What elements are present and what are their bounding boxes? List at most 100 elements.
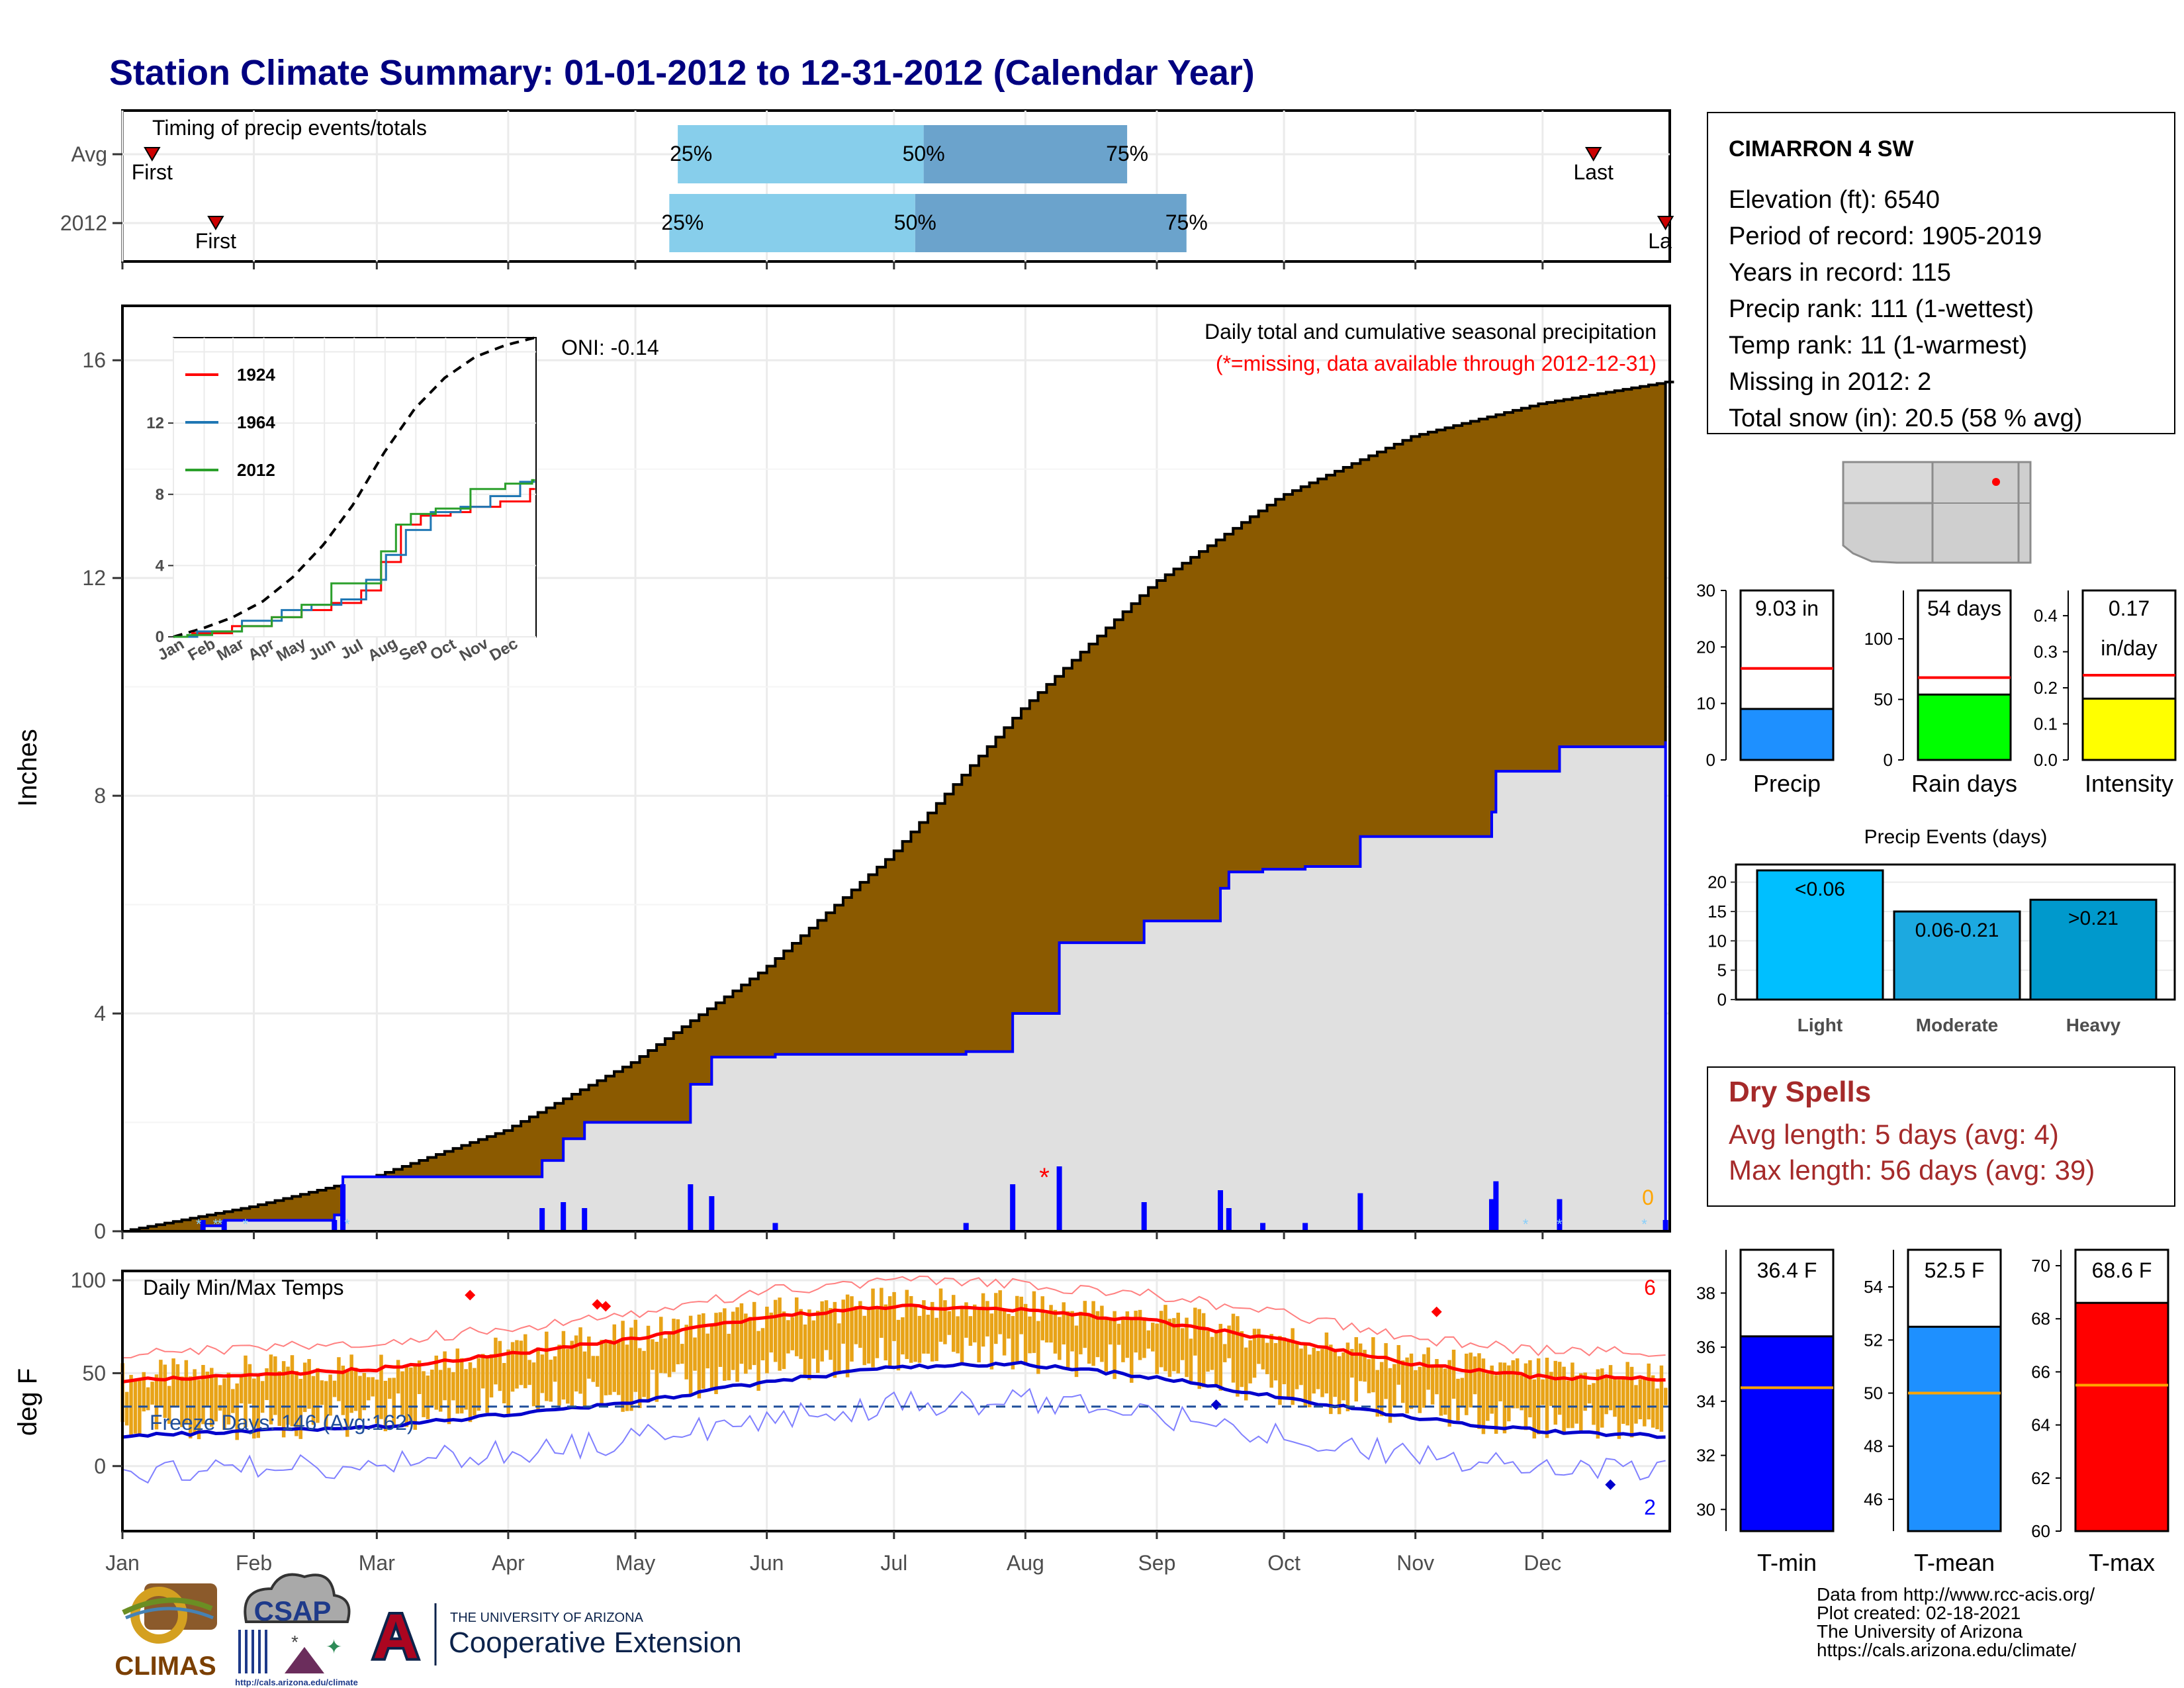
daily-temp-bar bbox=[973, 1304, 977, 1342]
avg-max-line bbox=[122, 1303, 1666, 1383]
daily-temp-bar bbox=[612, 1324, 617, 1392]
timing-row: 25% 50% 75% First Last Avg bbox=[71, 125, 1614, 184]
daily-temp-bar bbox=[1299, 1348, 1303, 1385]
daily-temp-bar bbox=[1134, 1311, 1138, 1353]
daily-temp-bar bbox=[702, 1313, 705, 1389]
daily-precip-bar bbox=[772, 1223, 778, 1231]
credits: Data from http://www.rcc-acis.org/ Plot … bbox=[1817, 1584, 2095, 1660]
daily-temp-bar bbox=[341, 1366, 345, 1415]
temp-summary-ytick-label: 30 bbox=[1696, 1499, 1715, 1519]
daily-temp-bar bbox=[197, 1380, 201, 1440]
daily-temp-bar bbox=[167, 1385, 171, 1424]
daily-temp-bar bbox=[735, 1307, 739, 1382]
daily-temp-bar bbox=[180, 1376, 184, 1427]
daily-temp-bar bbox=[404, 1366, 409, 1427]
daily-temp-bar bbox=[829, 1307, 833, 1360]
last-event-marker bbox=[1657, 216, 1674, 230]
daily-temp-bar bbox=[1324, 1332, 1329, 1394]
daily-precip-bar bbox=[539, 1208, 545, 1231]
daily-precip-bar bbox=[1056, 1166, 1062, 1231]
daily-temp-bar bbox=[214, 1376, 218, 1422]
climas-logo: CLIMAS bbox=[114, 1583, 217, 1681]
daily-temp-bar bbox=[964, 1302, 968, 1338]
daily-temp-bar bbox=[582, 1351, 587, 1408]
daily-temp-bar bbox=[1629, 1366, 1634, 1438]
daily-temp-bar bbox=[536, 1347, 540, 1410]
daily-temp-bar bbox=[527, 1360, 531, 1385]
daily-temp-bar bbox=[820, 1301, 824, 1362]
missing-marker: * bbox=[1039, 1163, 1050, 1192]
daily-temp-bar bbox=[709, 1325, 714, 1389]
precip-events-title: Precip Events (days) bbox=[1864, 826, 2048, 848]
daily-temp-bar bbox=[124, 1391, 129, 1426]
record-low-marker bbox=[1605, 1479, 1616, 1490]
last-event-label: Last bbox=[1573, 160, 1614, 184]
month-axis-label: Jan bbox=[105, 1551, 140, 1575]
timing-p50-label: 50% bbox=[894, 211, 936, 234]
station-info-line: Temp rank: 11 (1-warmest) bbox=[1729, 332, 2027, 359]
csap-wordmark: CSAP bbox=[254, 1595, 332, 1626]
daily-temp-bar bbox=[1227, 1325, 1231, 1358]
daily-temp-bar bbox=[604, 1340, 608, 1395]
temp-summary-ytick-label: 62 bbox=[2031, 1468, 2050, 1488]
daily-precip-bar bbox=[1218, 1190, 1224, 1231]
daily-temp-bar bbox=[1036, 1321, 1040, 1374]
daily-temp-bar bbox=[1040, 1296, 1044, 1340]
daily-temp-bar bbox=[1392, 1364, 1396, 1407]
daily-temp-bar bbox=[625, 1344, 629, 1411]
temp-summary-ytick-label: 64 bbox=[2031, 1415, 2050, 1435]
daily-temp-bar bbox=[1617, 1380, 1621, 1439]
station-info-line: Elevation (ft): 6540 bbox=[1729, 186, 1940, 214]
daily-precip-bar bbox=[582, 1208, 588, 1231]
summary-bar-chart: 0 10 20 30 9.03 in Precip bbox=[1696, 581, 1835, 797]
precip-event-category-label: Heavy bbox=[2066, 1015, 2121, 1035]
precip-event-ytick-label: 5 bbox=[1717, 961, 1727, 980]
inset-ytick-label: 12 bbox=[146, 414, 164, 432]
daily-temp-bar bbox=[1265, 1342, 1269, 1374]
timing-row-label: 2012 bbox=[60, 211, 107, 235]
daily-temp-bar bbox=[938, 1288, 943, 1342]
daily-temp-bar bbox=[799, 1309, 803, 1359]
precip-ytick-label: 12 bbox=[82, 566, 106, 590]
precip-event-value-label: >0.21 bbox=[2068, 908, 2118, 929]
daily-temp-bar bbox=[218, 1385, 222, 1411]
temp-ytick-label: 50 bbox=[82, 1361, 106, 1385]
inset-legend-label: 1924 bbox=[237, 365, 275, 385]
month-axis-label: Oct bbox=[1267, 1551, 1300, 1575]
daily-temp-bar bbox=[646, 1325, 651, 1403]
temp-summary-bar-chart: 46 48 50 52 54 52.5 F T-mean bbox=[1864, 1248, 2002, 1576]
daily-temp-bar bbox=[349, 1354, 353, 1413]
daily-temp-bar bbox=[1333, 1352, 1337, 1397]
daily-temp-bar bbox=[519, 1340, 523, 1385]
daily-temp-bar bbox=[549, 1360, 553, 1402]
station-info-line: Period of record: 1905-2019 bbox=[1729, 222, 2042, 250]
daily-temp-bar bbox=[1108, 1319, 1113, 1345]
temp-summary-bar-chart: 60 62 64 66 68 70 68.6 F T-max bbox=[2031, 1248, 2169, 1576]
daily-temp-bar bbox=[1172, 1318, 1176, 1372]
daily-temp-bar bbox=[1261, 1337, 1265, 1370]
daily-temp-bar bbox=[1206, 1331, 1210, 1372]
first-event-marker bbox=[144, 147, 161, 162]
daily-temp-bar bbox=[769, 1312, 774, 1353]
daily-temp-bar bbox=[1146, 1330, 1151, 1349]
daily-temp-bar bbox=[1282, 1337, 1287, 1385]
daily-temp-bar bbox=[396, 1360, 400, 1394]
daily-temp-bar bbox=[667, 1332, 672, 1378]
daily-temp-bar bbox=[1443, 1368, 1447, 1415]
daily-temp-bar bbox=[887, 1296, 892, 1368]
daily-temp-bar bbox=[1651, 1375, 1655, 1428]
daily-temp-bar bbox=[748, 1317, 752, 1370]
daily-temp-bar bbox=[459, 1358, 464, 1414]
daily-temp-bar bbox=[434, 1355, 439, 1410]
daily-temp-bar bbox=[443, 1351, 447, 1401]
daily-temp-bar bbox=[1592, 1383, 1596, 1425]
daily-temp-bar bbox=[794, 1297, 799, 1356]
station-info-line: Missing in 2012: 2 bbox=[1729, 368, 1931, 396]
last-event-label: La bbox=[1648, 229, 1672, 253]
daily-temp-bar bbox=[1502, 1362, 1507, 1434]
daily-temp-bar bbox=[1566, 1380, 1570, 1429]
first-event-label: First bbox=[195, 229, 236, 253]
daily-precip-bar bbox=[963, 1223, 969, 1231]
daily-temp-bar bbox=[1625, 1362, 1629, 1426]
